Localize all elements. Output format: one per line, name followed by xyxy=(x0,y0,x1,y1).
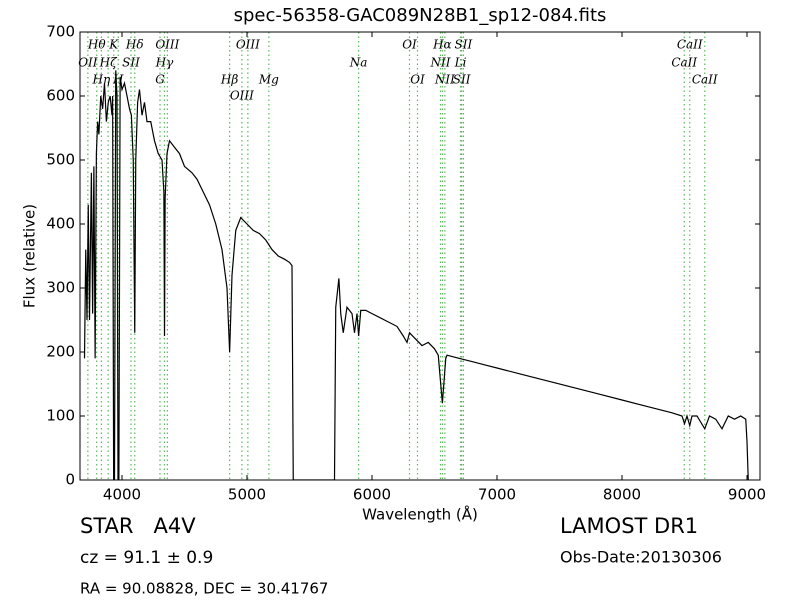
y-tick-label: 500 xyxy=(46,151,75,169)
spectral-line-label: CaII xyxy=(677,38,703,52)
obs-date: Obs-Date:20130306 xyxy=(560,548,722,567)
spectral-line-label: Li xyxy=(454,56,467,70)
spectral-line-label: Hδ xyxy=(125,38,144,52)
spectral-line-label: Mg xyxy=(258,73,279,87)
y-axis-label: Flux (relative) xyxy=(21,204,39,308)
spectral-line-label: OIII xyxy=(230,89,254,103)
spectral-line-label: OII xyxy=(78,56,98,70)
spectral-line-label: CaII xyxy=(671,56,697,70)
y-tick-label: 600 xyxy=(46,87,75,105)
y-tick-label: 300 xyxy=(46,279,75,297)
spectral-line-label: OIII xyxy=(155,38,179,52)
coordinates: RA = 90.08828, DEC = 30.41767 xyxy=(80,580,328,598)
x-tick-label: 7000 xyxy=(478,486,516,504)
plot-area xyxy=(83,32,749,480)
x-tick-label: 8000 xyxy=(603,486,641,504)
y-tick-label: 200 xyxy=(46,343,75,361)
spectrum-line xyxy=(83,70,749,480)
x-axis-label: Wavelength (Å) xyxy=(362,505,478,524)
x-tick-label: 4000 xyxy=(103,486,141,504)
spectral-line-label: OI xyxy=(410,73,425,87)
spectral-line-label: Hγ xyxy=(155,56,174,70)
x-tick-label: 5000 xyxy=(228,486,266,504)
spectral-line-label: Hθ xyxy=(87,38,106,52)
spectral-line-label: Hζ xyxy=(99,56,118,70)
survey: LAMOST DR1 xyxy=(560,514,698,538)
spectral-line-label: OI xyxy=(402,38,417,52)
spectral-line-label: Hη xyxy=(92,73,111,87)
y-tick-label: 700 xyxy=(46,23,75,41)
y-tick-label: 400 xyxy=(46,215,75,233)
spectral-line-label: SII xyxy=(453,73,471,87)
x-tick-label: 6000 xyxy=(353,486,391,504)
spectral-line-label: H xyxy=(112,73,124,87)
spectral-line-label: NII xyxy=(434,73,455,87)
spectral-line-label: SII xyxy=(122,56,140,70)
chart-title: spec-56358-GAC089N28B1_sp12-084.fits xyxy=(234,5,607,26)
spectral-line-label: K xyxy=(108,38,119,52)
y-tick-label: 0 xyxy=(65,471,75,489)
spectral-line-label: Na xyxy=(349,56,368,70)
spectral-line-label: SII xyxy=(455,38,473,52)
spectral-line-label: Hβ xyxy=(220,73,238,87)
spectral-line-label: Hα xyxy=(432,38,452,52)
spectral-line-label: CaII xyxy=(692,73,718,87)
y-tick-label: 100 xyxy=(46,407,75,425)
spectral-line-label: OIII xyxy=(236,38,260,52)
x-tick-label: 9000 xyxy=(728,486,766,504)
spectral-line-label: NII xyxy=(430,56,451,70)
object-class: STAR A4V xyxy=(80,514,196,538)
plot-frame xyxy=(79,31,761,481)
redshift: cz = 91.1 ± 0.9 xyxy=(80,548,213,568)
spectral-line-label: G xyxy=(155,73,165,87)
